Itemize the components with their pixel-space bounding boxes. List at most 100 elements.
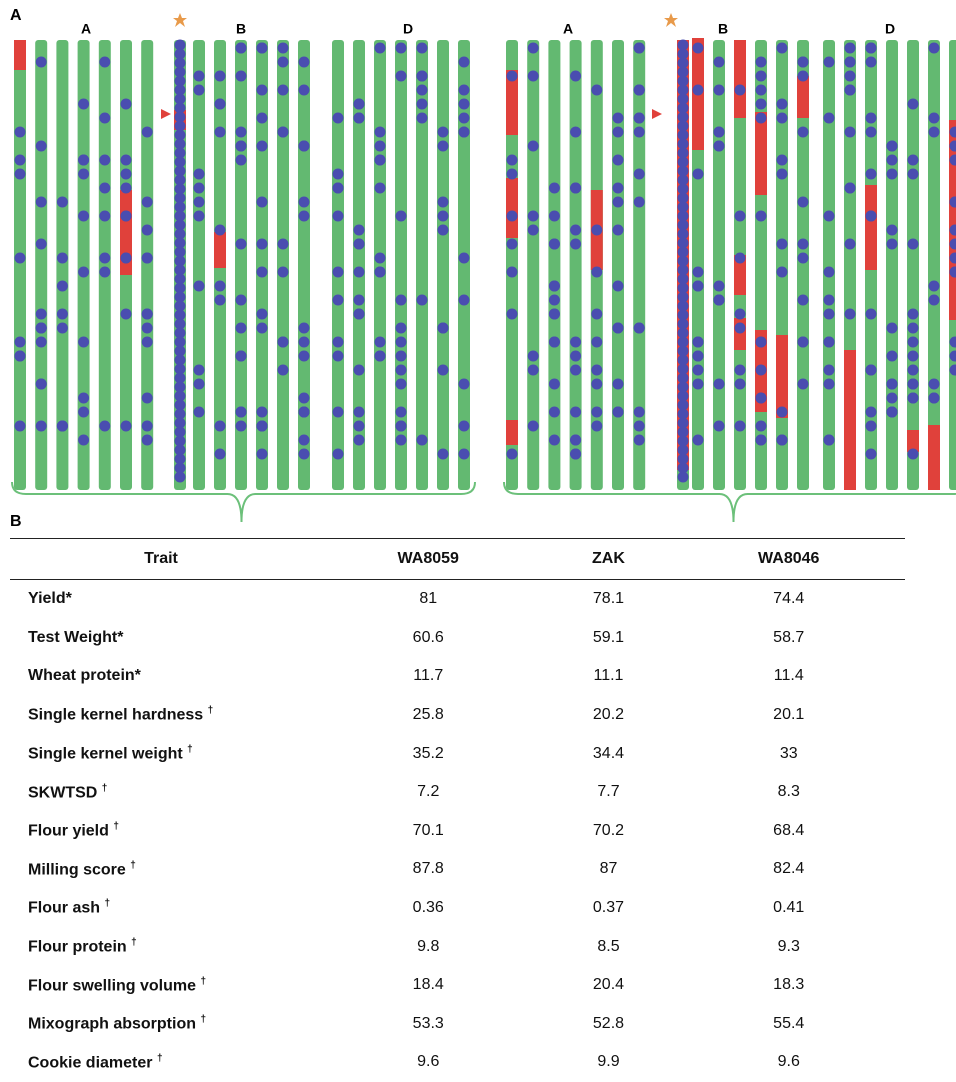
- marker: [278, 239, 289, 250]
- marker: [714, 295, 725, 306]
- value-cell: 18.4: [312, 966, 544, 1005]
- marker: [333, 407, 344, 418]
- trait-name: SKWTSD: [28, 784, 97, 801]
- marker: [215, 421, 226, 432]
- chromosome: [886, 40, 898, 490]
- marker: [36, 379, 47, 390]
- marker: [714, 379, 725, 390]
- marker: [417, 71, 428, 82]
- marker: [78, 435, 89, 446]
- marker: [299, 407, 310, 418]
- introgression: [776, 335, 788, 418]
- marker: [459, 253, 470, 264]
- marker: [613, 183, 624, 194]
- marker: [396, 407, 407, 418]
- marker: [99, 211, 110, 222]
- marker: [845, 43, 856, 54]
- value-cell: 87.8: [312, 850, 544, 889]
- marker: [215, 99, 226, 110]
- marker: [396, 295, 407, 306]
- marker: [417, 43, 428, 54]
- footnote-mark: †: [131, 937, 137, 948]
- marker: [354, 407, 365, 418]
- marker: [908, 155, 919, 166]
- marker: [613, 113, 624, 124]
- marker: [459, 99, 470, 110]
- marker: [777, 113, 788, 124]
- value-cell: 25.8: [312, 696, 544, 735]
- marker: [570, 239, 581, 250]
- marker: [798, 253, 809, 264]
- marker: [194, 407, 205, 418]
- marker: [236, 295, 247, 306]
- value-cell: 52.8: [544, 1005, 672, 1044]
- marker: [866, 365, 877, 376]
- marker: [257, 43, 268, 54]
- marker: [396, 211, 407, 222]
- value-cell: 34.4: [544, 734, 672, 773]
- footnote-mark: †: [157, 1053, 163, 1064]
- marker: [549, 435, 560, 446]
- marker: [591, 225, 602, 236]
- marker: [570, 71, 581, 82]
- marker: [36, 239, 47, 250]
- trait-name: Test Weight*: [28, 629, 123, 646]
- marker: [824, 365, 835, 376]
- marker: [78, 169, 89, 180]
- value-cell: 58.7: [672, 619, 905, 658]
- trait-name: Milling score: [28, 861, 126, 878]
- marker: [735, 365, 746, 376]
- marker: [528, 225, 539, 236]
- trait-name: Single kernel weight: [28, 745, 183, 762]
- marker: [591, 407, 602, 418]
- marker: [908, 449, 919, 460]
- value-cell: 59.1: [544, 619, 672, 658]
- marker: [396, 435, 407, 446]
- value-cell: 9.6: [312, 1043, 544, 1082]
- marker: [396, 421, 407, 432]
- marker: [693, 379, 704, 390]
- marker: [417, 85, 428, 96]
- marker: [354, 435, 365, 446]
- marker: [929, 379, 940, 390]
- marker: [887, 169, 898, 180]
- value-cell: 7.2: [312, 773, 544, 812]
- value-cell: 55.4: [672, 1005, 905, 1044]
- marker: [845, 127, 856, 138]
- marker: [36, 197, 47, 208]
- marker: [929, 281, 940, 292]
- marker: [417, 435, 428, 446]
- chromosome: [548, 40, 560, 490]
- marker: [257, 197, 268, 208]
- marker: [798, 295, 809, 306]
- marker: [528, 71, 539, 82]
- marker: [438, 127, 449, 138]
- marker: [591, 379, 602, 390]
- marker: [142, 225, 153, 236]
- marker: [194, 365, 205, 376]
- value-cell: 18.3: [672, 966, 905, 1005]
- marker: [714, 421, 725, 432]
- introgression: [755, 112, 767, 195]
- marker: [142, 253, 153, 264]
- chromosome: [928, 40, 940, 490]
- marker: [929, 127, 940, 138]
- value-cell: 11.1: [544, 657, 672, 696]
- marker: [15, 169, 26, 180]
- marker: [929, 295, 940, 306]
- marker: [634, 113, 645, 124]
- marker: [528, 141, 539, 152]
- marker: [36, 421, 47, 432]
- marker: [824, 295, 835, 306]
- value-cell: 8.3: [672, 773, 905, 812]
- marker: [375, 267, 386, 278]
- column-header: WA8059: [312, 539, 544, 580]
- marker: [121, 183, 132, 194]
- marker: [142, 127, 153, 138]
- marker: [777, 99, 788, 110]
- marker: [438, 197, 449, 208]
